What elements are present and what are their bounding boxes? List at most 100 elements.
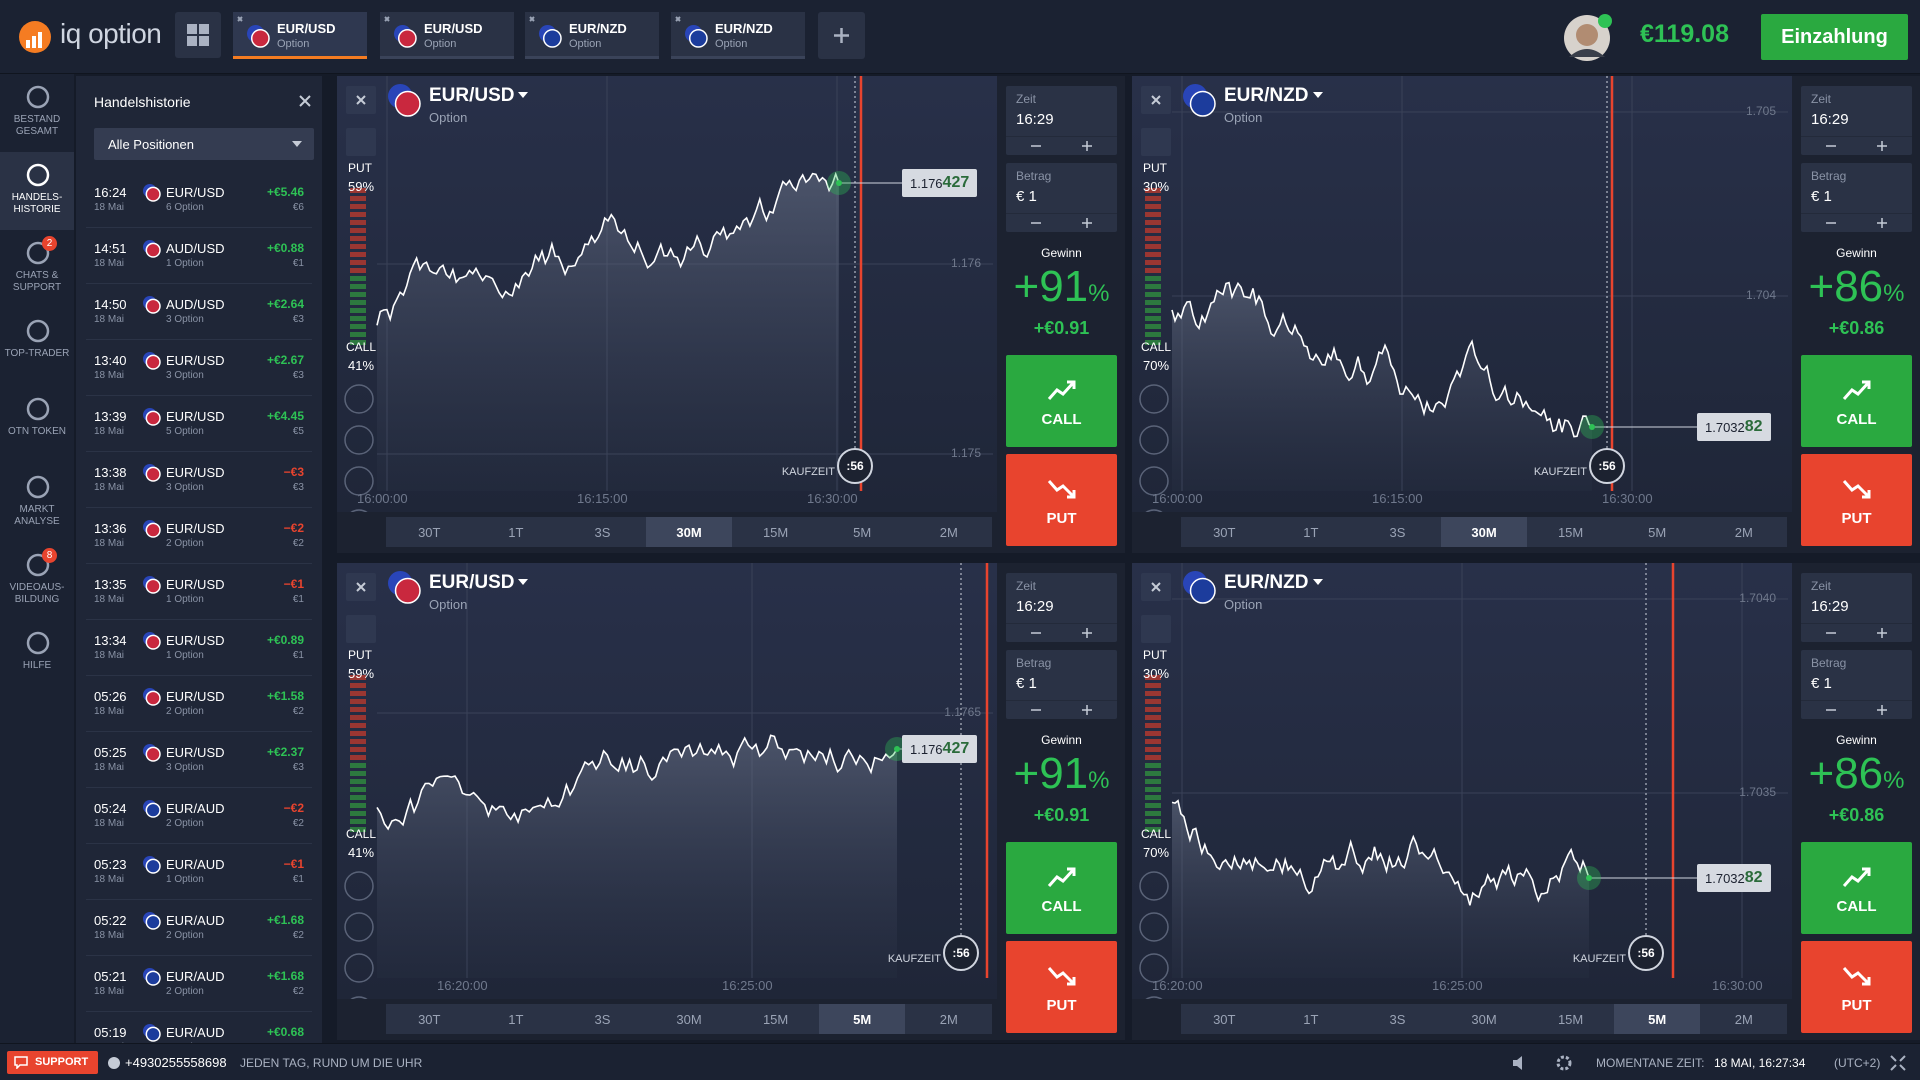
timeframe-option[interactable]: 30T [418, 1011, 441, 1027]
timeframe-option[interactable]: 30M [1471, 1011, 1497, 1027]
sidebar-item[interactable]: 2 CHATS & SUPPORT [0, 230, 74, 308]
call-button[interactable]: CALL [1006, 842, 1117, 934]
history-row[interactable]: 13:38 18 Mai EUR/USD 3 Option −€3 €3 [86, 451, 312, 508]
y-tick-label: 1.1765 [944, 705, 981, 719]
call-button[interactable]: CALL [1006, 355, 1117, 447]
history-close[interactable] [298, 94, 312, 108]
timeframe-option[interactable]: 3S [594, 524, 611, 540]
timeframe-option[interactable]: 30T [418, 524, 441, 540]
put-button[interactable]: PUT [1801, 454, 1912, 546]
expiry-time-value[interactable]: 16:29 [1811, 598, 1849, 615]
timeframe-option[interactable]: 15M [762, 524, 789, 540]
sentiment-tick [1145, 188, 1161, 193]
timeframe-option[interactable]: 3S [594, 1011, 611, 1027]
balance[interactable]: €119.08 [1640, 20, 1729, 48]
sidebar-item[interactable]: BESTAND GESAMT [0, 74, 74, 152]
support-button[interactable]: SUPPORT [7, 1051, 98, 1074]
expiry-time-value[interactable]: 16:29 [1811, 111, 1849, 128]
put-button-label: PUT [1046, 510, 1077, 527]
timeframe-option[interactable]: 3S [1389, 1011, 1406, 1027]
put-button[interactable]: PUT [1801, 941, 1912, 1033]
investment-value[interactable]: € 1 [1811, 675, 1832, 692]
timeframe-option[interactable]: 1T [1303, 1011, 1319, 1027]
timeframe-option[interactable]: 30M [1440, 517, 1528, 547]
timeframe-option[interactable]: 3S [1389, 524, 1406, 540]
add-tab-button[interactable] [818, 12, 865, 59]
deposit-button[interactable]: Einzahlung [1761, 14, 1908, 60]
investment-label: Betrag [1811, 169, 1847, 183]
asset-tab[interactable]: EUR/USD Option [380, 12, 514, 59]
trade-count: 1 Option [166, 650, 204, 661]
expiry-time-value[interactable]: 16:29 [1016, 111, 1054, 128]
sidebar-item[interactable]: MARKT ANALYSE [0, 464, 74, 542]
investment-value[interactable]: € 1 [1016, 675, 1037, 692]
expiry-time-value[interactable]: 16:29 [1016, 598, 1054, 615]
history-row[interactable]: 05:24 18 Mai EUR/AUD 2 Option −€2 €2 [86, 787, 312, 844]
sentiment-tick [350, 707, 366, 712]
timeframe-option[interactable]: 15M [1557, 1011, 1584, 1027]
timeframe-option[interactable]: 30T [1213, 1011, 1236, 1027]
put-button[interactable]: PUT [1006, 454, 1117, 546]
sidebar-item[interactable]: TOP-TRADER [0, 308, 74, 386]
history-row[interactable]: 16:24 18 Mai EUR/USD 6 Option +€5.46 €6 [86, 171, 312, 228]
timeframe-option[interactable]: 15M [1557, 524, 1584, 540]
history-row[interactable]: 14:51 18 Mai AUD/USD 1 Option +€0.88 €1 [86, 227, 312, 284]
history-row[interactable]: 05:26 18 Mai EUR/USD 2 Option +€1.58 €2 [86, 675, 312, 732]
timeframe-option[interactable]: 1T [508, 524, 524, 540]
price-chart [337, 76, 997, 512]
chart-pair[interactable]: EUR/USD [429, 85, 515, 106]
history-row[interactable]: 13:40 18 Mai EUR/USD 3 Option +€2.67 €3 [86, 339, 312, 396]
asset-tab[interactable]: EUR/NZD Option [525, 12, 659, 59]
history-row[interactable]: 13:35 18 Mai EUR/USD 1 Option −€1 €1 [86, 563, 312, 620]
investment-value[interactable]: € 1 [1016, 188, 1037, 205]
sidebar-item[interactable]: OTN TOKEN [0, 386, 74, 464]
history-row[interactable]: 05:25 18 Mai EUR/USD 3 Option +€2.37 €3 [86, 731, 312, 788]
timeframe-option[interactable]: 5M [853, 524, 872, 540]
close-chart-button[interactable] [346, 86, 376, 114]
asset-tab[interactable]: EUR/NZD Option [671, 12, 805, 59]
layout-button[interactable] [175, 12, 221, 58]
pair-dropdown [518, 92, 528, 98]
history-row[interactable]: 05:22 18 Mai EUR/AUD 2 Option +€1.68 €2 [86, 899, 312, 956]
expiry-time: Zeit 16:29 [1801, 573, 1912, 642]
call-button[interactable]: CALL [1801, 842, 1912, 934]
timeframe-option[interactable]: 5M [1613, 1004, 1701, 1034]
history-row[interactable]: 13:34 18 Mai EUR/USD 1 Option +€0.89 €1 [86, 619, 312, 676]
close-chart-button[interactable] [346, 573, 376, 601]
expand-chart-button[interactable] [346, 615, 376, 643]
sidebar-item[interactable]: HANDELS-HISTORIE [0, 152, 74, 230]
investment-value[interactable]: € 1 [1811, 188, 1832, 205]
history-row[interactable]: 13:36 18 Mai EUR/USD 2 Option −€2 €2 [86, 507, 312, 564]
history-row[interactable]: 14:50 18 Mai AUD/USD 3 Option +€2.64 €3 [86, 283, 312, 340]
timeframe-option[interactable]: 15M [762, 1011, 789, 1027]
asset-tab[interactable]: EUR/USD Option [233, 12, 367, 59]
history-row[interactable]: 05:23 18 Mai EUR/AUD 1 Option −€1 €1 [86, 843, 312, 900]
chart-pair[interactable]: EUR/NZD [1224, 572, 1309, 593]
history-row[interactable]: 05:21 18 Mai EUR/AUD 2 Option +€1.68 €2 [86, 955, 312, 1012]
close-chart-button[interactable] [1141, 86, 1171, 114]
expand-chart-button[interactable] [1141, 128, 1171, 156]
timeframe-option[interactable]: 2M [1734, 524, 1753, 540]
chart-pair[interactable]: EUR/NZD [1224, 85, 1309, 106]
sidebar-item[interactable]: HILFE [0, 620, 74, 698]
timeframe-option[interactable]: 2M [939, 1011, 958, 1027]
history-row[interactable]: 13:39 18 Mai EUR/USD 5 Option +€4.45 €5 [86, 395, 312, 452]
call-button[interactable]: CALL [1801, 355, 1912, 447]
timeframe-option[interactable]: 30M [645, 517, 733, 547]
timeframe-option[interactable]: 2M [939, 524, 958, 540]
timeframe-option[interactable]: 1T [508, 1011, 524, 1027]
timeframe-option[interactable]: 2M [1734, 1011, 1753, 1027]
put-button[interactable]: PUT [1006, 941, 1117, 1033]
sidebar-item[interactable]: 8 VIDEOAUS-BILDUNG [0, 542, 74, 620]
close-chart-button[interactable] [1141, 573, 1171, 601]
timeframe-option[interactable]: 30T [1213, 524, 1236, 540]
timeframe-option[interactable]: 1T [1303, 524, 1319, 540]
position-filter[interactable]: Alle Positionen [94, 128, 314, 160]
chart-pair[interactable]: EUR/USD [429, 572, 515, 593]
timeframe-option[interactable]: 30M [676, 1011, 702, 1027]
history-row[interactable]: 05:19 18 Mai EUR/AUD 1 Option +€0.68 €1 [86, 1011, 312, 1043]
timeframe-option[interactable]: 5M [1648, 524, 1667, 540]
expand-chart-button[interactable] [346, 128, 376, 156]
expand-chart-button[interactable] [1141, 615, 1171, 643]
timeframe-option[interactable]: 5M [818, 1004, 906, 1034]
